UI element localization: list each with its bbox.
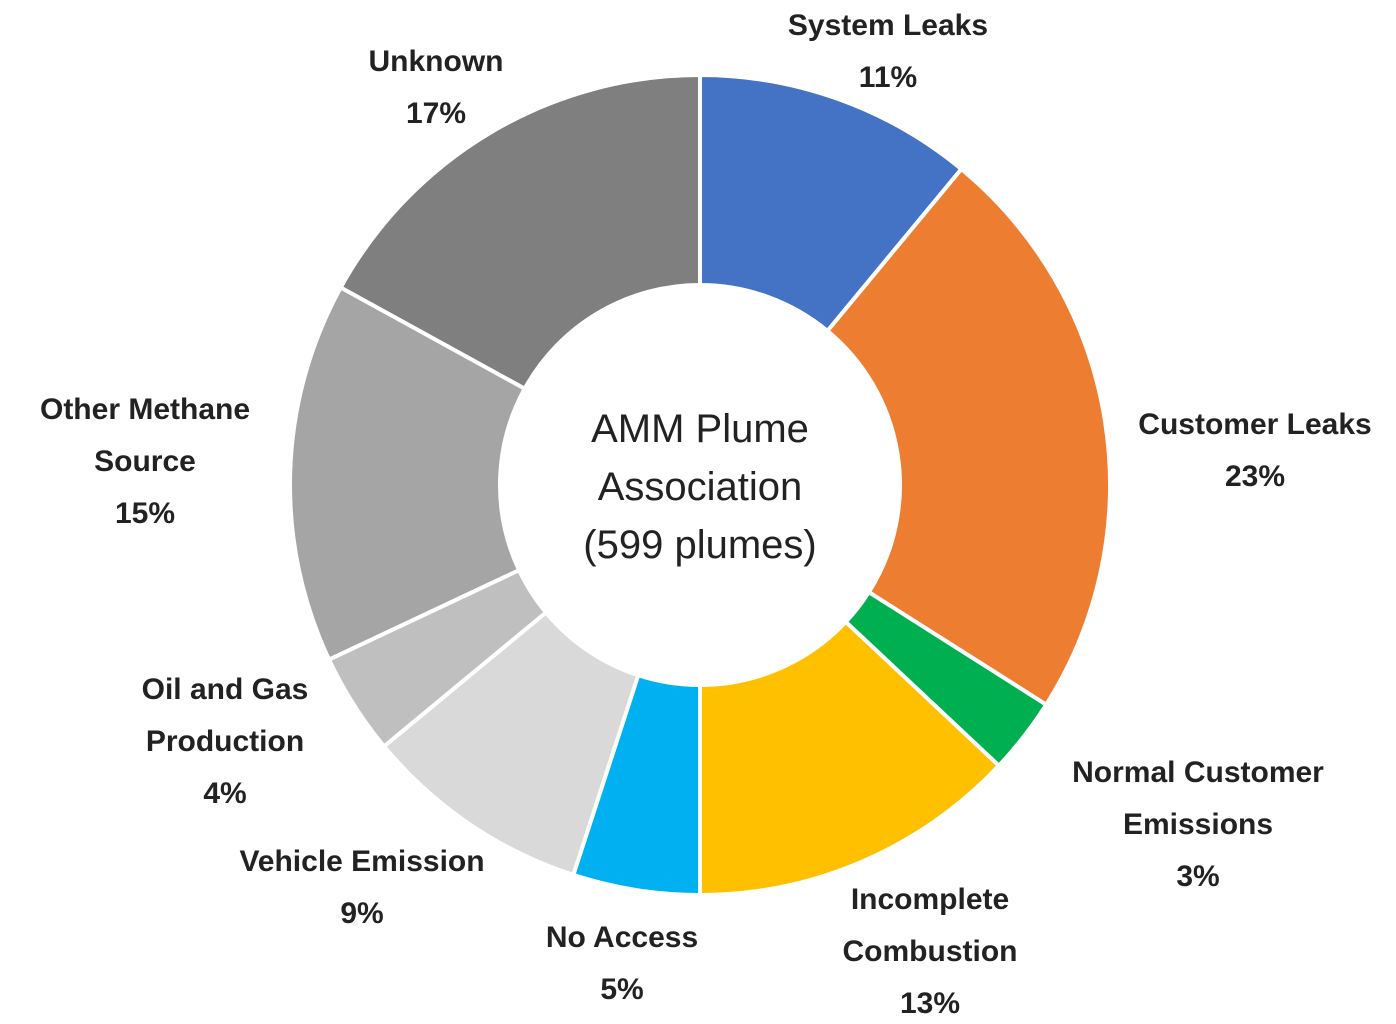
value-label: 9% — [340, 897, 384, 930]
category-label: No Access — [545, 921, 699, 954]
value-label: 4% — [203, 777, 247, 810]
slice-label: Oil and Gas Production 4% — [115, 664, 335, 820]
category-label: Oil and Gas Production — [141, 673, 309, 758]
slice-label: Other Methane Source 15% — [5, 384, 285, 540]
slice-label: No Access 5% — [502, 912, 742, 1016]
category-label: Other Methane Source — [39, 393, 251, 478]
slice-label: Incomplete Combustion 13% — [820, 874, 1040, 1024]
category-label: Customer Leaks — [1138, 408, 1372, 441]
slice — [288, 284, 528, 663]
slice-label: System Leaks 11% — [738, 0, 1038, 104]
slice-label: Vehicle Emission 9% — [212, 836, 512, 940]
chart-title: AMM Plume Association (599 plumes) — [583, 407, 817, 567]
slice — [698, 619, 1002, 898]
value-label: 23% — [1224, 460, 1286, 493]
value-label: 13% — [899, 987, 961, 1020]
value-label: 11% — [858, 61, 918, 94]
value-label: 17% — [405, 97, 467, 130]
value-label: 3% — [1176, 860, 1220, 893]
slice — [698, 72, 965, 334]
value-label: 5% — [600, 973, 644, 1006]
category-label: Vehicle Emission — [239, 845, 485, 878]
slice-label: Customer Leaks 23% — [1105, 399, 1396, 503]
category-label: System Leaks — [787, 9, 989, 42]
slice-label: Normal Customer Emissions 3% — [1038, 747, 1358, 903]
slice — [337, 72, 702, 392]
category-label: Normal Customer Emissions — [1072, 756, 1324, 841]
category-label: Unknown — [368, 45, 504, 78]
slice-label: Unknown 17% — [316, 36, 556, 140]
category-label: Incomplete Combustion — [842, 883, 1018, 968]
slice — [824, 166, 1112, 708]
value-label: 15% — [114, 497, 176, 530]
